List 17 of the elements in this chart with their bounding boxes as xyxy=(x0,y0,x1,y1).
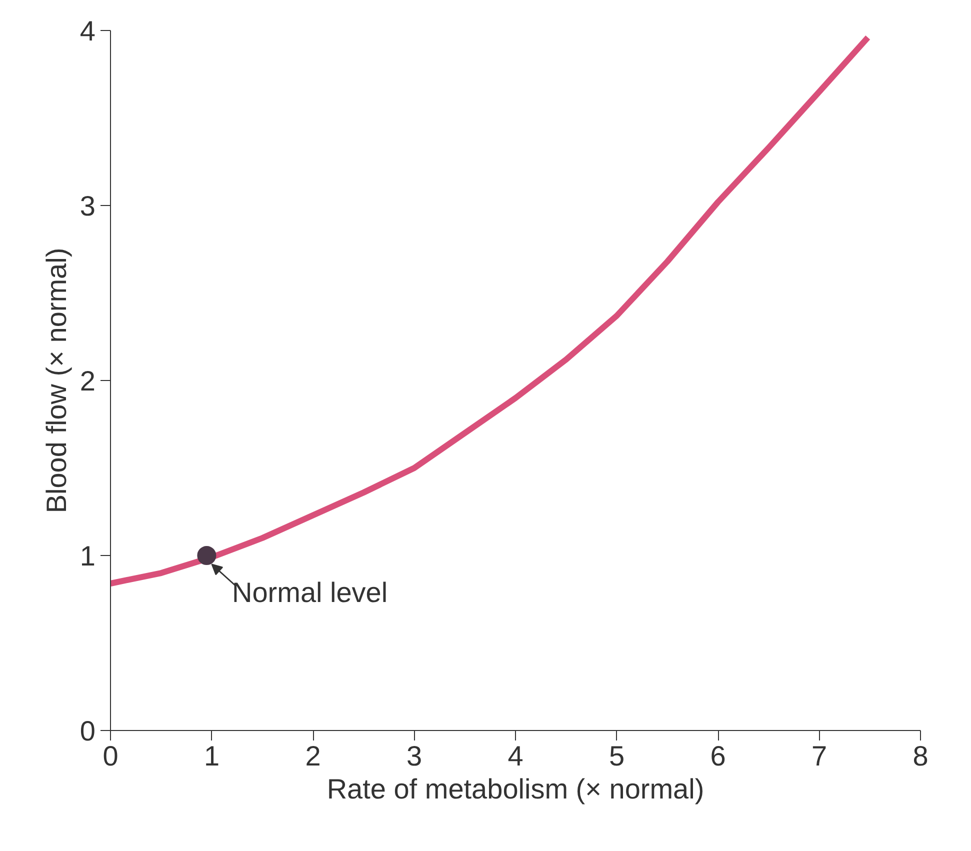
x-tick-label: 7 xyxy=(811,740,828,772)
x-tick-label: 3 xyxy=(406,740,422,772)
y-tick-label: 4 xyxy=(80,16,96,46)
annotation: Normal level xyxy=(232,577,388,608)
x-axis-title: Rate of metabolism (× normal) xyxy=(326,774,704,804)
x-tick-label: 0 xyxy=(102,740,118,772)
x-tick-label: 2 xyxy=(305,740,321,772)
y-tick-label: 0 xyxy=(80,716,96,746)
x-tick-label: 1 xyxy=(204,740,220,772)
y-tick-label: 2 xyxy=(80,366,96,396)
y-tick-label: 3 xyxy=(80,190,96,222)
x-tick-label: 5 xyxy=(608,740,625,772)
x-tick-label: 4 xyxy=(508,740,524,772)
y-axis-title: Blood flow (× normal) xyxy=(40,248,72,514)
y-tick-label: 1 xyxy=(80,540,96,572)
x-tick-label: 8 xyxy=(912,740,928,772)
x-tick-label: 6 xyxy=(710,740,726,772)
